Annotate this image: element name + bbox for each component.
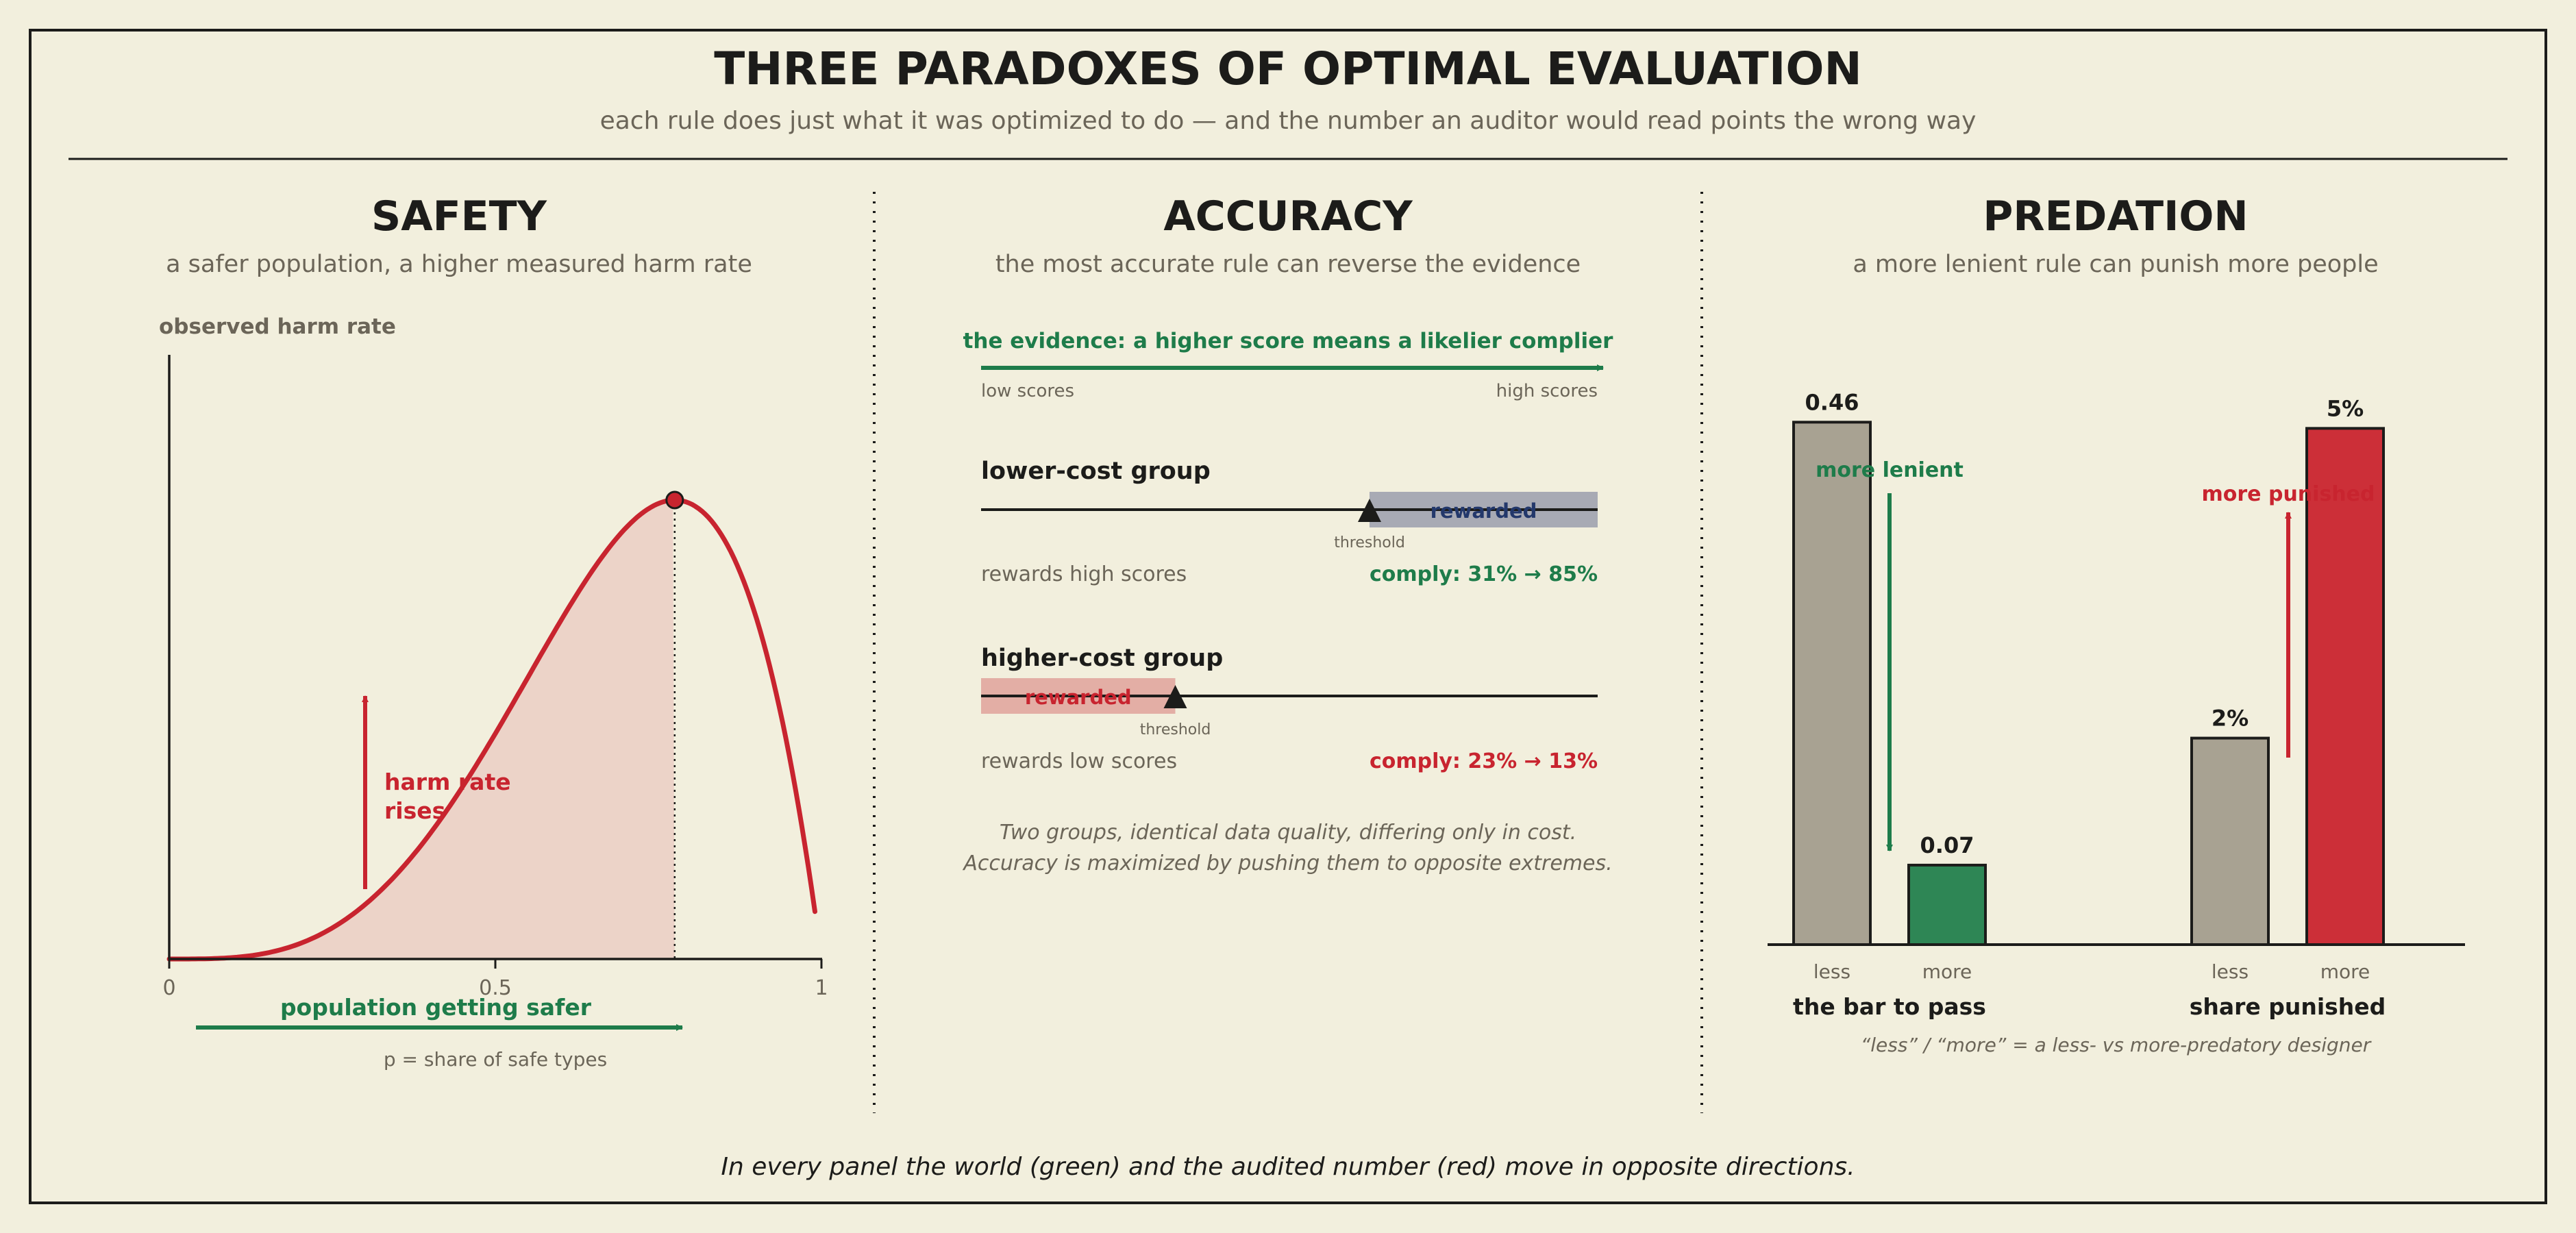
rewarded-label: rewarded bbox=[1025, 686, 1132, 709]
threshold-label: threshold bbox=[1140, 721, 1211, 738]
threshold-marker bbox=[1358, 499, 1381, 522]
threshold-marker bbox=[1163, 685, 1187, 708]
population-safer-label: population getting safer bbox=[280, 994, 592, 1021]
higher-group-name: higher-cost group bbox=[981, 645, 1223, 672]
threshold-label: threshold bbox=[1334, 534, 1405, 551]
rewarded-label: rewarded bbox=[1431, 499, 1537, 523]
bar-value-label: 5% bbox=[2327, 395, 2364, 421]
bar bbox=[2190, 736, 2270, 946]
harm-curve bbox=[166, 497, 817, 962]
high-scores-label: high scores bbox=[1496, 381, 1598, 401]
accuracy-subtitle: the most accurate rule can reverse the e… bbox=[995, 251, 1581, 278]
higher-group-rule: rewards low scores bbox=[981, 749, 1177, 773]
accuracy-title: ACCURACY bbox=[1163, 192, 1413, 240]
higher-group-comply: comply: 23% → 13% bbox=[1370, 749, 1598, 773]
bar bbox=[1792, 421, 1872, 946]
bar-value-label: 0.46 bbox=[1805, 389, 1859, 415]
safety-y-axis-label: observed harm rate bbox=[159, 314, 396, 339]
safety-subtitle: a safer population, a higher measured ha… bbox=[166, 251, 752, 278]
safety-panel: SAFETY a safer population, a higher meas… bbox=[159, 192, 828, 1071]
x-tick-label: 1 bbox=[815, 976, 828, 1000]
bar-category-label: less bbox=[2212, 960, 2249, 983]
predation-title: PREDATION bbox=[1983, 192, 2248, 240]
lower-group-rule: rewards high scores bbox=[981, 562, 1187, 586]
lower-group-comply: comply: 31% → 85% bbox=[1370, 562, 1598, 586]
bar-category-label: more bbox=[2320, 960, 2370, 983]
accuracy-note-line-2: Accuracy is maximized by pushing them to… bbox=[962, 851, 1612, 875]
more-punished-label: more punished bbox=[2202, 482, 2375, 506]
page-subtitle: each rule does just what it was optimize… bbox=[600, 107, 1977, 135]
harm-area bbox=[169, 500, 675, 959]
lower-group-name: lower-cost group bbox=[981, 458, 1211, 485]
accuracy-panel: ACCURACY the most accurate rule can reve… bbox=[962, 192, 1613, 875]
evidence-label: the evidence: a higher score means a lik… bbox=[963, 329, 1614, 353]
more-lenient-label: more lenient bbox=[1816, 458, 1964, 482]
bar-value-label: 2% bbox=[2212, 706, 2249, 732]
harm-rises-label: harm rate rises bbox=[384, 769, 519, 824]
low-scores-label: low scores bbox=[981, 381, 1074, 401]
predation-footnote: “less” / “more” = a less- vs more-predat… bbox=[1861, 1034, 2372, 1056]
safety-x-ticks: 0 0.5 1 bbox=[162, 959, 828, 1000]
peak-marker bbox=[665, 490, 684, 510]
higher-cost-group: higher-cost group rewarded threshold rew… bbox=[981, 645, 1598, 773]
bar-group-label: share punished bbox=[2190, 993, 2386, 1020]
predation-subtitle: a more lenient rule can punish more peop… bbox=[1853, 251, 2378, 278]
safety-title: SAFETY bbox=[371, 192, 548, 240]
accuracy-note-line-1: Two groups, identical data quality, diff… bbox=[1000, 821, 1576, 845]
bar-category-label: more bbox=[1922, 960, 1972, 983]
safety-x-axis-label: p = share of safe types bbox=[384, 1048, 607, 1071]
bar-group-label: the bar to pass bbox=[1793, 993, 1986, 1020]
bar bbox=[1907, 863, 1987, 946]
bar-value-label: 0.07 bbox=[1920, 832, 1974, 858]
lower-cost-group: lower-cost group rewarded threshold rewa… bbox=[981, 458, 1598, 586]
predation-panel: PREDATION a more lenient rule can punish… bbox=[1768, 192, 2465, 1056]
bar-category-label: less bbox=[1813, 960, 1850, 983]
page-title: THREE PARADOXES OF OPTIMAL EVALUATION bbox=[714, 42, 1861, 95]
x-tick-label: 0 bbox=[162, 976, 175, 1000]
x-tick-label: 0.5 bbox=[479, 976, 512, 1000]
outer-frame bbox=[29, 29, 2547, 1204]
footer-caption: In every panel the world (green) and the… bbox=[721, 1153, 1855, 1181]
